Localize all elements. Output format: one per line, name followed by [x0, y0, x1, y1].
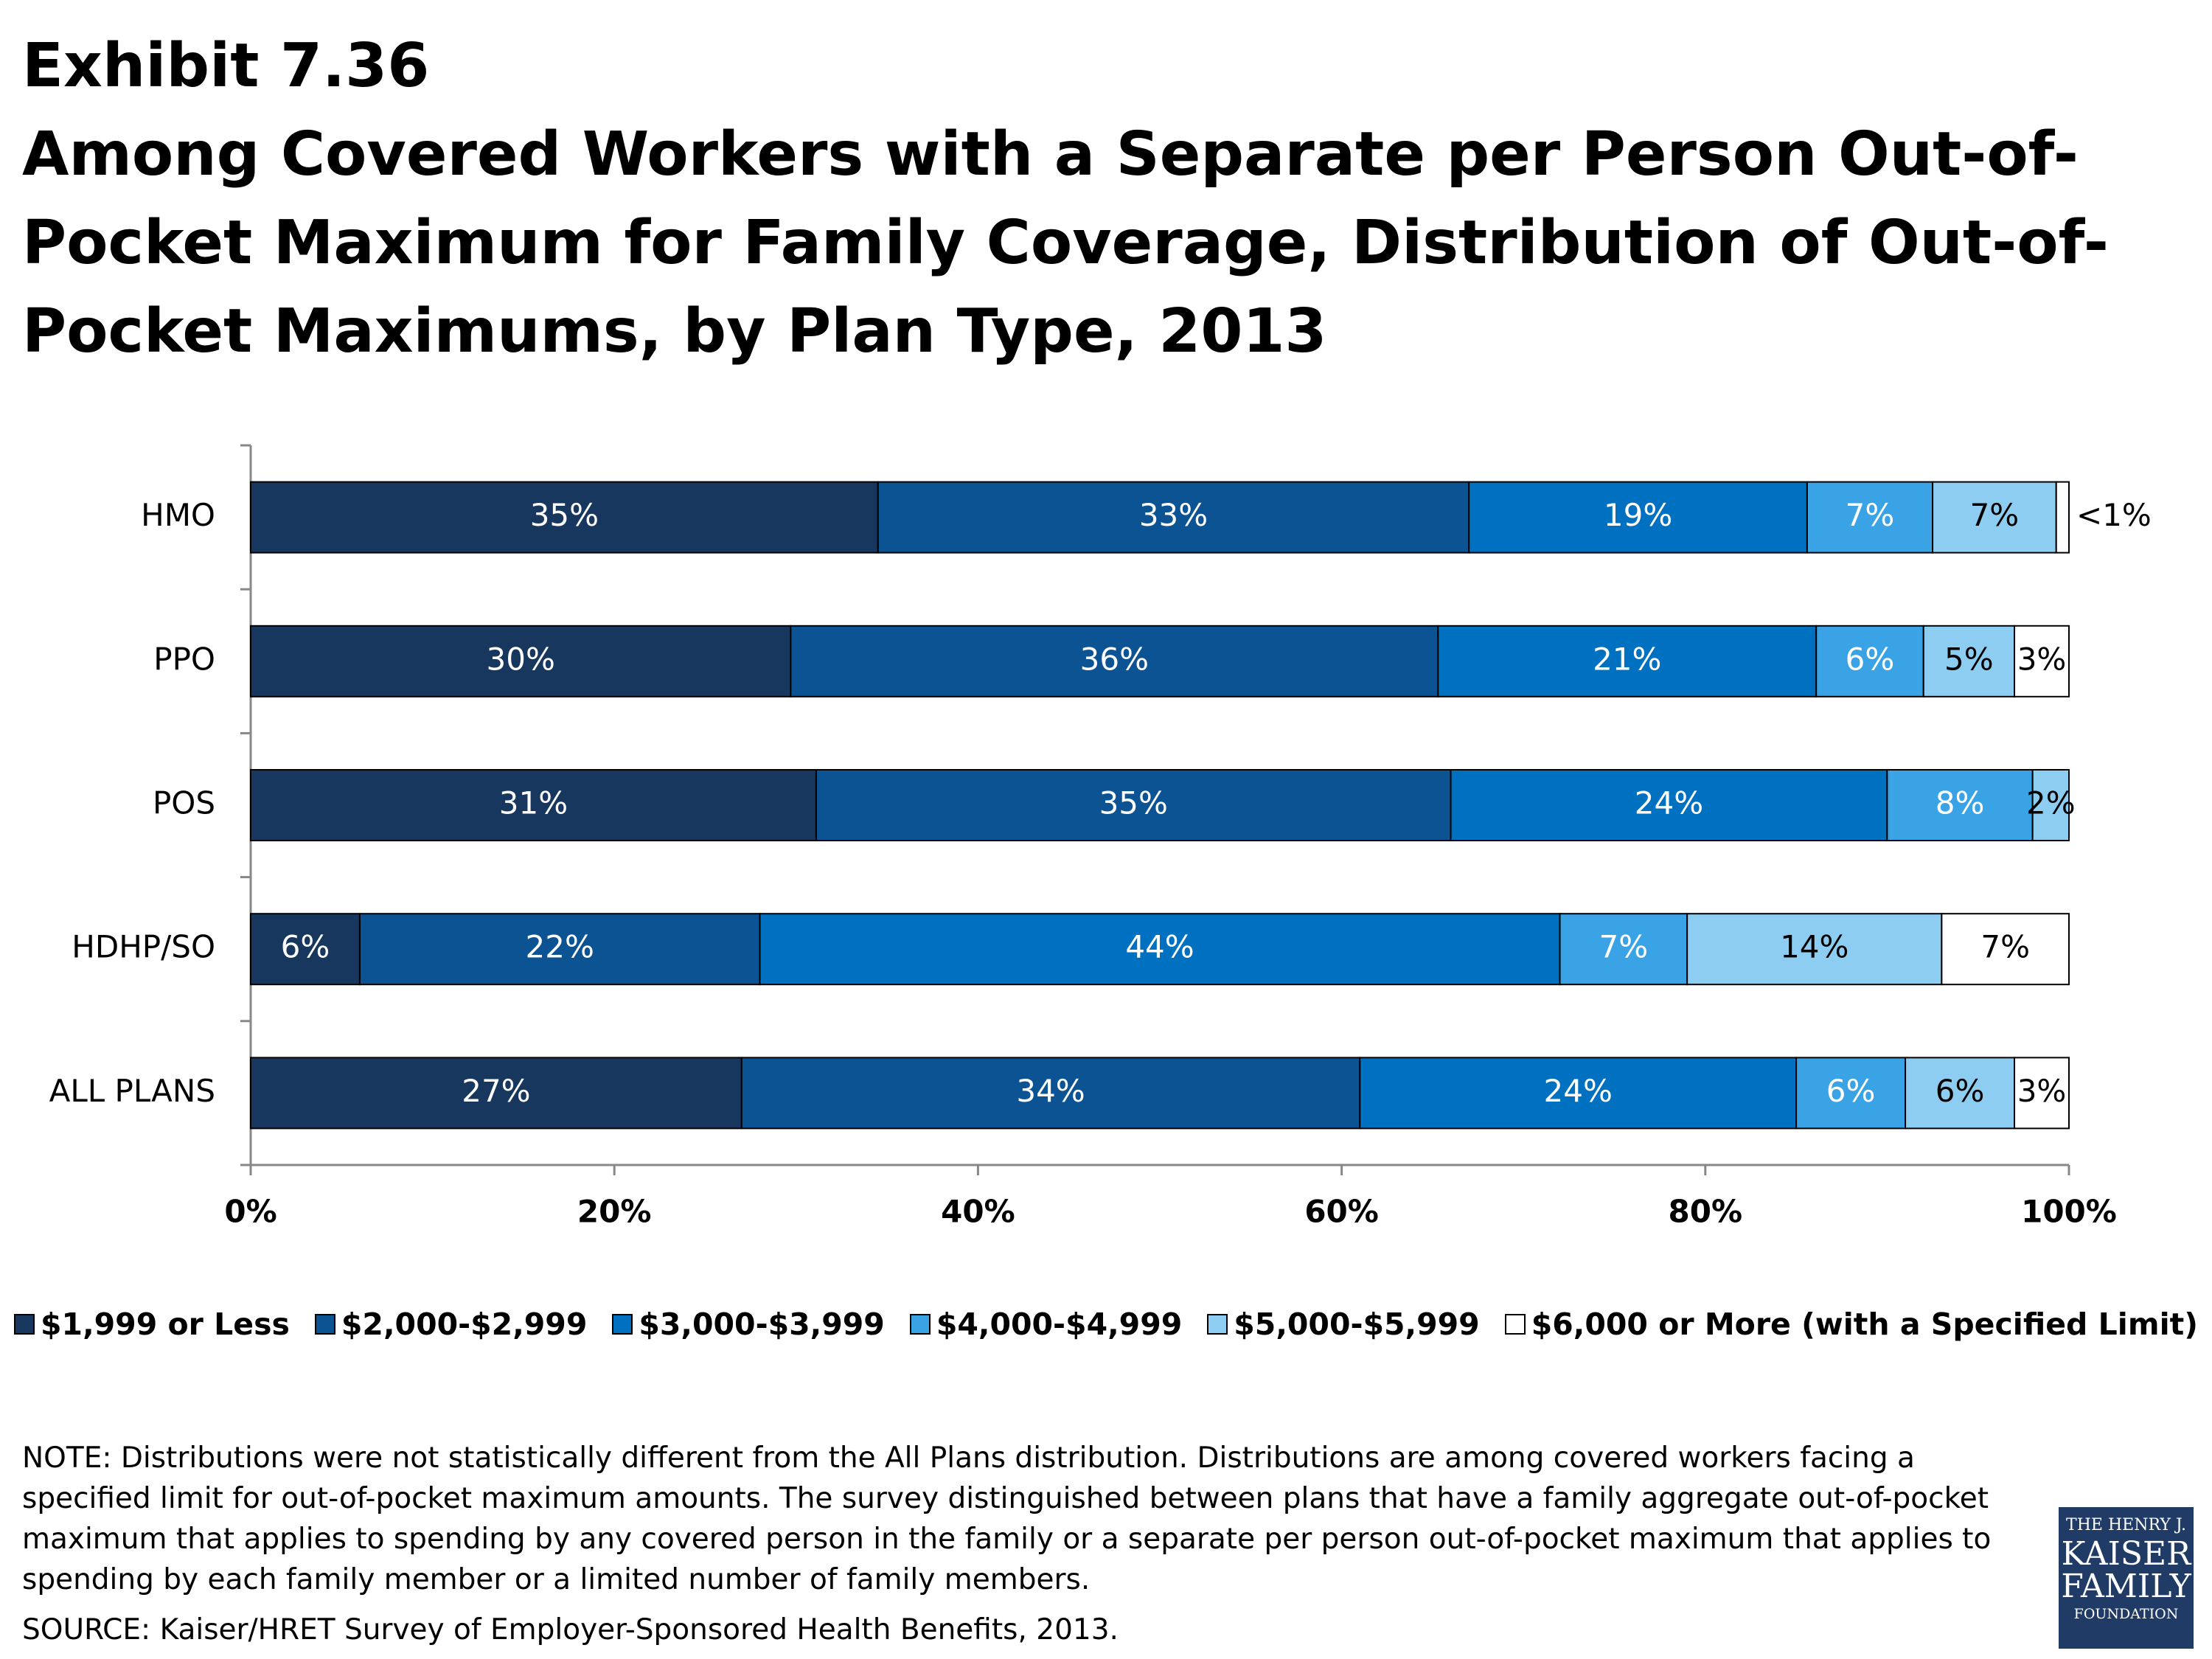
bar-segment	[1468, 481, 1808, 554]
x-tick-label: 60%	[1304, 1194, 1379, 1230]
data-label: 6%	[1826, 1073, 1876, 1109]
data-label: 24%	[1544, 1073, 1613, 1109]
legend-item: $3,000-$3,999	[612, 1307, 885, 1342]
bar-segment	[815, 769, 1452, 841]
y-tick-label: POS	[153, 785, 215, 821]
data-label: 7%	[1846, 497, 1895, 533]
bar-segment	[250, 481, 879, 554]
data-label: 35%	[530, 497, 599, 533]
chart: 0% 20% 40% 60% 80% 100% HMO 35% 33% 19% 7% 7% <1% PPO…	[49, 444, 2152, 1230]
legend-item: $6,000 or More (with a Specified Limit)	[1504, 1307, 2198, 1342]
data-label: 6%	[1935, 1073, 1985, 1109]
data-label: 8%	[1935, 785, 1985, 821]
x-tick-label: 20%	[577, 1194, 652, 1230]
logo: THE HENRY J. KAISER FAMILY FOUNDATION	[2059, 1507, 2194, 1649]
legend-swatch	[14, 1314, 35, 1335]
logo-text: FOUNDATION	[2073, 1606, 2179, 1622]
bar-segment	[1450, 769, 1888, 841]
legend-label: $2,000-$2,999	[341, 1307, 588, 1342]
bar-segment	[250, 769, 817, 841]
note: NOTE: Distributions were not statistical…	[22, 1441, 1992, 1596]
legend-label: $1,999 or Less	[41, 1307, 290, 1342]
legend-swatch	[314, 1314, 335, 1335]
data-label: 5%	[1944, 641, 1994, 677]
legend-swatch	[1504, 1314, 1526, 1335]
legend-swatch	[909, 1314, 931, 1335]
data-label: 2%	[2026, 785, 2076, 821]
bar-segment	[790, 625, 1439, 698]
x-tick-label: 40%	[941, 1194, 1015, 1230]
legend-label: $6,000 or More (with a Specified Limit)	[1531, 1307, 2198, 1342]
data-label: 19%	[1604, 497, 1672, 533]
data-label: 14%	[1780, 929, 1848, 965]
bar-segment	[2031, 769, 2070, 841]
bar-segment	[759, 913, 1561, 986]
data-label: 34%	[1016, 1073, 1085, 1109]
x-tick-label: 100%	[2021, 1194, 2117, 1230]
bar-segment	[1806, 481, 1934, 554]
data-label: 27%	[462, 1073, 530, 1109]
legend-item: $5,000-$5,999	[1207, 1307, 1480, 1342]
logo-text: THE HENRY J.	[2066, 1516, 2186, 1534]
bar-segment	[1437, 625, 1818, 698]
data-label: 30%	[487, 641, 555, 677]
bar-segment	[1686, 913, 1943, 986]
data-label: 7%	[1970, 497, 2020, 533]
chart-title: Among Covered Workers with a Separate pe…	[22, 119, 2109, 366]
legend-item: $1,999 or Less	[14, 1307, 290, 1342]
data-label: <1%	[2076, 497, 2152, 533]
y-tick-label: PPO	[153, 641, 215, 677]
y-tick-label: HDHP/SO	[72, 929, 215, 965]
bar-segment	[250, 913, 361, 986]
data-label: 44%	[1125, 929, 1194, 965]
logo-text: KAISER	[2061, 1535, 2191, 1573]
legend-label: $4,000-$4,999	[936, 1307, 1183, 1342]
legend-item: $2,000-$2,999	[314, 1307, 588, 1342]
bar-segment	[250, 625, 792, 698]
bar-segment	[2014, 1057, 2070, 1130]
bar-segment	[1922, 625, 2016, 698]
data-label: 3%	[2017, 641, 2067, 677]
data-label: 24%	[1635, 785, 1703, 821]
data-label: 36%	[1080, 641, 1149, 677]
logo-text: FAMILY	[2061, 1568, 2191, 1605]
data-label: 31%	[499, 785, 568, 821]
source: SOURCE: Kaiser/HRET Survey of Employer-S…	[22, 1613, 1119, 1646]
data-label: 6%	[281, 929, 330, 965]
data-label: 7%	[1599, 929, 1649, 965]
legend-swatch	[1207, 1314, 1228, 1335]
x-tick-label: 0%	[224, 1194, 276, 1230]
data-label: 21%	[1593, 641, 1661, 677]
title-block: Exhibit 7.36 Among Covered Workers with …	[22, 22, 2160, 376]
bar-segment	[2014, 625, 2070, 698]
data-label: 7%	[1980, 929, 2030, 965]
y-tick-label: ALL PLANS	[49, 1073, 215, 1109]
data-label: 6%	[1846, 641, 1895, 677]
data-label: 22%	[526, 929, 594, 965]
exhibit-number: Exhibit 7.36	[22, 31, 430, 101]
y-tick-label: HMO	[141, 497, 215, 533]
data-label: 33%	[1139, 497, 1208, 533]
bar-segment	[877, 481, 1470, 554]
legend-label: $3,000-$3,999	[639, 1307, 885, 1342]
bar-segment	[250, 1057, 742, 1130]
legend-swatch	[612, 1314, 633, 1335]
bar-segment	[1359, 1057, 1798, 1130]
x-tick-label: 80%	[1669, 1194, 1743, 1230]
data-label: 35%	[1099, 785, 1168, 821]
legend-label: $5,000-$5,999	[1234, 1307, 1480, 1342]
data-label: 3%	[2017, 1073, 2067, 1109]
legend: $1,999 or Less $2,000-$2,999 $3,000-$3,999…	[0, 1307, 2212, 1342]
bar-segment	[1941, 913, 2070, 986]
bar-segment	[2055, 481, 2070, 554]
legend-item: $4,000-$4,999	[909, 1307, 1183, 1342]
bar-segment	[1886, 769, 2034, 841]
